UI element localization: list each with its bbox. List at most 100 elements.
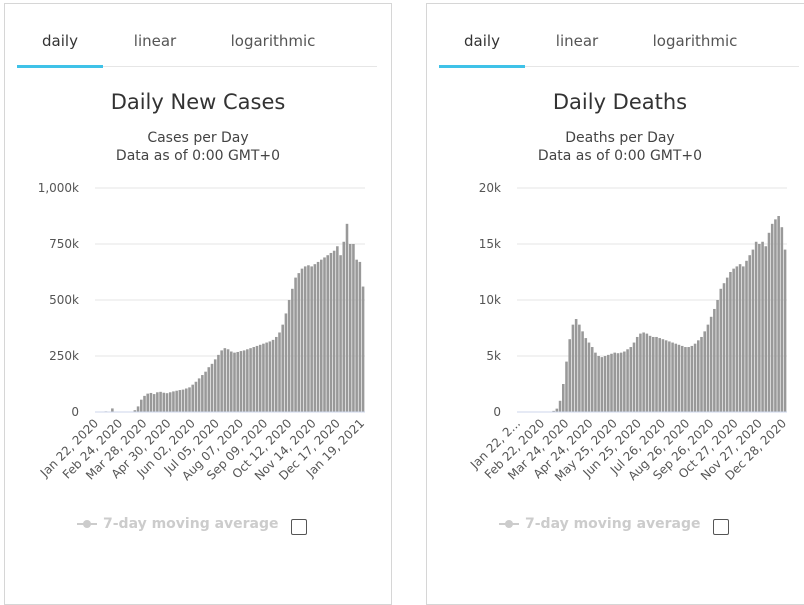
bar[interactable]	[288, 300, 291, 412]
bar[interactable]	[736, 266, 739, 412]
bar[interactable]	[726, 278, 729, 412]
bar[interactable]	[172, 391, 175, 412]
bar[interactable]	[642, 332, 645, 412]
bar[interactable]	[214, 359, 217, 412]
bar[interactable]	[163, 393, 166, 412]
bar[interactable]	[143, 396, 146, 412]
bar[interactable]	[652, 337, 655, 412]
bar[interactable]	[601, 357, 604, 412]
bar[interactable]	[729, 272, 732, 412]
bar[interactable]	[278, 332, 281, 412]
bar[interactable]	[175, 391, 178, 412]
bar[interactable]	[140, 400, 143, 412]
bar[interactable]	[291, 289, 294, 412]
bar[interactable]	[613, 353, 616, 412]
tab-daily[interactable]: daily	[17, 32, 103, 66]
bar[interactable]	[217, 355, 220, 412]
bar[interactable]	[346, 224, 349, 412]
bar[interactable]	[137, 406, 140, 412]
bar[interactable]	[150, 393, 153, 412]
bar[interactable]	[243, 350, 246, 412]
bar[interactable]	[662, 339, 665, 412]
bar[interactable]	[330, 253, 333, 412]
bar[interactable]	[220, 350, 223, 412]
bar[interactable]	[732, 269, 735, 412]
bar[interactable]	[710, 317, 713, 412]
bar[interactable]	[572, 325, 575, 412]
bar[interactable]	[713, 309, 716, 412]
bar[interactable]	[246, 349, 249, 412]
tab-logarithmic[interactable]: logarithmic	[213, 32, 333, 66]
bar[interactable]	[758, 244, 761, 412]
bar[interactable]	[559, 401, 562, 412]
bar[interactable]	[755, 242, 758, 412]
bar[interactable]	[703, 331, 706, 412]
bar[interactable]	[752, 250, 755, 412]
bar[interactable]	[281, 325, 284, 412]
bar[interactable]	[556, 409, 559, 412]
bar[interactable]	[156, 392, 159, 412]
bar[interactable]	[581, 331, 584, 412]
bar[interactable]	[269, 341, 272, 412]
bar[interactable]	[617, 353, 620, 412]
bar[interactable]	[253, 347, 256, 412]
bar[interactable]	[230, 352, 233, 412]
bar[interactable]	[761, 242, 764, 412]
bar[interactable]	[748, 255, 751, 412]
bar[interactable]	[182, 390, 185, 412]
bar[interactable]	[236, 352, 239, 412]
bar[interactable]	[195, 382, 198, 412]
bar[interactable]	[774, 219, 777, 412]
bar[interactable]	[720, 289, 723, 412]
bar[interactable]	[304, 266, 307, 412]
bar[interactable]	[565, 362, 568, 412]
bar[interactable]	[665, 340, 668, 412]
bar[interactable]	[224, 348, 227, 412]
bar[interactable]	[204, 372, 207, 412]
bar[interactable]	[298, 273, 301, 412]
bar[interactable]	[575, 319, 578, 412]
bar[interactable]	[265, 343, 268, 412]
bar[interactable]	[671, 343, 674, 412]
bar[interactable]	[568, 339, 571, 412]
bar[interactable]	[294, 278, 297, 412]
bar[interactable]	[179, 390, 182, 412]
bar[interactable]	[169, 392, 172, 412]
bar[interactable]	[317, 262, 320, 412]
bar[interactable]	[610, 354, 613, 412]
bar[interactable]	[208, 367, 211, 412]
bar[interactable]	[742, 266, 745, 412]
bar[interactable]	[323, 257, 326, 412]
bar[interactable]	[588, 343, 591, 412]
bar[interactable]	[765, 246, 768, 412]
bar[interactable]	[623, 352, 626, 412]
bar[interactable]	[275, 337, 278, 412]
bar[interactable]	[259, 345, 262, 412]
bar[interactable]	[285, 313, 288, 412]
bar[interactable]	[607, 355, 610, 412]
bar[interactable]	[191, 385, 194, 412]
bar[interactable]	[716, 300, 719, 412]
bar[interactable]	[111, 408, 114, 412]
bar[interactable]	[620, 353, 623, 412]
bar[interactable]	[694, 344, 697, 412]
bar[interactable]	[339, 255, 342, 412]
bar[interactable]	[691, 346, 694, 412]
bar[interactable]	[159, 392, 162, 412]
bar[interactable]	[166, 393, 169, 412]
bar[interactable]	[262, 344, 265, 412]
bar[interactable]	[639, 334, 642, 412]
bar[interactable]	[320, 260, 323, 412]
bar[interactable]	[658, 338, 661, 412]
bar[interactable]	[768, 233, 771, 412]
bar[interactable]	[562, 384, 565, 412]
tab-linear[interactable]: linear	[539, 32, 615, 66]
bar[interactable]	[585, 338, 588, 412]
bar[interactable]	[326, 255, 329, 412]
tab-linear[interactable]: linear	[117, 32, 193, 66]
bar[interactable]	[185, 388, 188, 412]
bar[interactable]	[314, 264, 317, 412]
bar[interactable]	[739, 264, 742, 412]
bar[interactable]	[700, 337, 703, 412]
bar[interactable]	[675, 344, 678, 412]
